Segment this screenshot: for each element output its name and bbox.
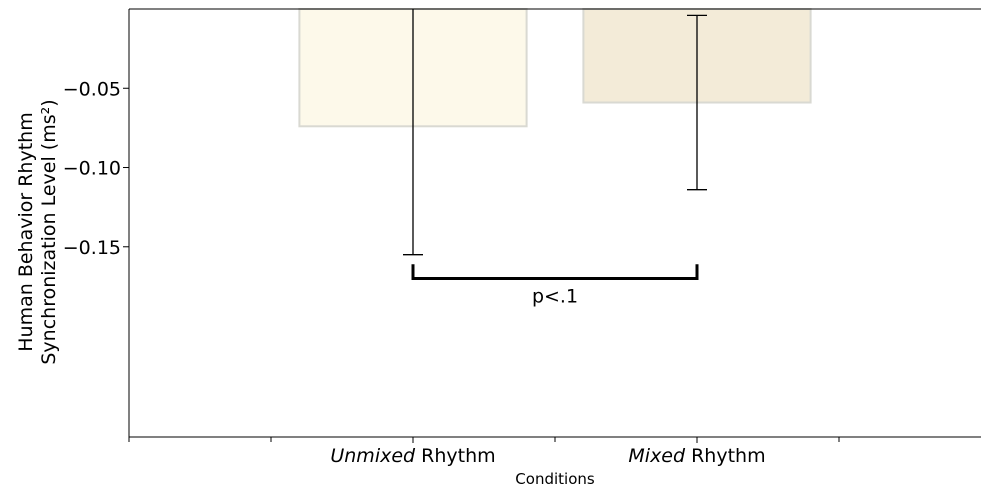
y-tick-label: −0.05 — [63, 78, 121, 100]
x-axis-title: Conditions — [515, 470, 595, 488]
x-tick-label: Mixed Rhythm — [628, 445, 765, 467]
y-ticks: −0.05 −0.10 −0.15 — [63, 78, 129, 259]
y-axis-title: Human Behavior RhythmSynchronization Lev… — [15, 99, 60, 364]
y-axis-title-line: Human Behavior Rhythm — [15, 112, 37, 351]
significance-bracket: p<.1 — [411, 264, 699, 307]
x-ticks: Unmixed Rhythm Mixed Rhythm — [128, 437, 840, 467]
error-bars-layer — [403, 9, 707, 256]
y-axis-title-line: Synchronization Level (ms²) — [38, 99, 60, 364]
bars-layer — [298, 8, 812, 128]
significance-label: p<.1 — [532, 285, 578, 307]
y-tick-label: −0.15 — [63, 237, 121, 259]
axes-layer — [128, 8, 981, 438]
significance-line — [411, 264, 699, 280]
y-tick-label: −0.10 — [63, 158, 121, 180]
x-tick-label: Unmixed Rhythm — [330, 445, 495, 467]
